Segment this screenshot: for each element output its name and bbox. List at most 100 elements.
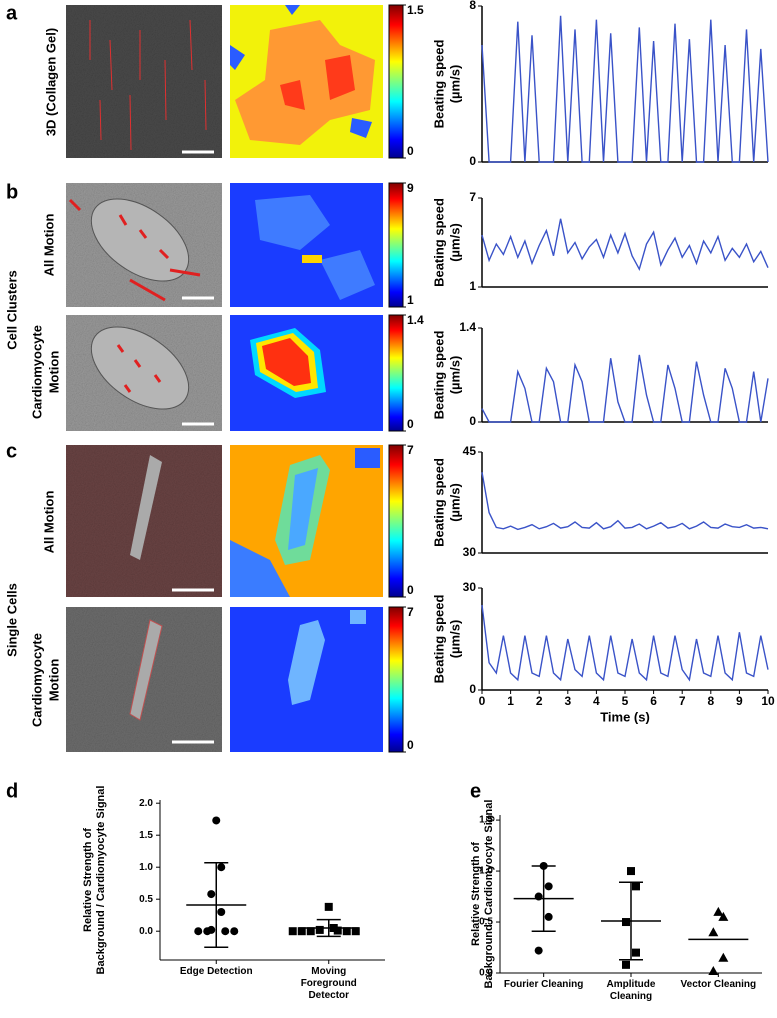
error-bar xyxy=(531,865,556,932)
y-axis-title: Background / Cardiomyocyte Signal xyxy=(483,800,495,989)
data-point xyxy=(306,927,315,936)
category-label: Edge Detection xyxy=(179,966,253,977)
microscopy-image xyxy=(66,183,222,431)
error-bar xyxy=(204,861,229,948)
y-tick-label: 1.0 xyxy=(479,866,493,877)
colorbar-label: 7 xyxy=(407,605,414,619)
data-line xyxy=(481,354,769,423)
data-point xyxy=(632,948,640,957)
data-point xyxy=(622,960,630,969)
y-axis-title: Background / Cardiomyocyte Signal xyxy=(95,786,107,975)
colorbar xyxy=(388,314,404,432)
x-tick-label: 8 xyxy=(707,694,714,708)
data-point xyxy=(627,867,635,876)
y-axis-title: (µm/s) xyxy=(447,620,462,659)
heatmap xyxy=(230,5,383,158)
data-point xyxy=(217,863,226,872)
x-tick-label: 4 xyxy=(593,694,600,708)
data-point xyxy=(203,927,212,936)
colorbar-label: 0 xyxy=(407,144,414,158)
x-axis-title: Time (s) xyxy=(600,709,650,724)
y-axis-title: Beating speed xyxy=(431,331,446,420)
data-point xyxy=(217,908,226,916)
y-axis-title: Relative Strength of xyxy=(82,828,94,932)
category-label: Moving Foreground Detector xyxy=(300,966,357,1001)
panel-letter: a xyxy=(6,2,18,24)
x-tick-label: Edge Detection xyxy=(179,966,253,977)
panel-letter: d xyxy=(6,780,18,802)
heatmap xyxy=(230,445,383,752)
data-line xyxy=(481,218,769,272)
data-point xyxy=(544,882,553,891)
row-label: Motion xyxy=(46,659,61,702)
x-tick-label: Fourier Cleaning xyxy=(504,979,583,990)
data-point xyxy=(351,927,360,936)
row-label: Cell Clusters xyxy=(4,270,19,349)
data-point xyxy=(534,946,543,955)
colorbar-label: 9 xyxy=(407,181,414,195)
row-label: Motion xyxy=(46,351,61,394)
x-tick-label: 9 xyxy=(736,694,743,708)
data-point xyxy=(718,952,729,962)
data-point xyxy=(194,927,203,936)
data-line xyxy=(481,472,769,531)
colorbar xyxy=(388,606,404,753)
colorbar-label: 1.5 xyxy=(407,3,424,17)
y-tick-label: 8 xyxy=(469,0,476,12)
microscopy-image xyxy=(66,5,222,158)
colorbar-label: 0 xyxy=(407,738,414,752)
x-tick-label: 10 xyxy=(761,694,775,708)
data-point xyxy=(544,912,553,921)
y-axis-title: Beating speed xyxy=(431,595,446,684)
x-tick-label: Moving Foreground Detector xyxy=(300,966,357,1001)
colorbar-label: 0 xyxy=(407,417,414,431)
data-line xyxy=(481,604,769,682)
colorbar xyxy=(388,4,404,159)
data-point xyxy=(297,927,306,936)
colorbar-label: 7 xyxy=(407,443,414,457)
panel-letter: e xyxy=(470,780,481,802)
row-label: Single Cells xyxy=(4,583,19,657)
panel-letter: b xyxy=(6,181,18,203)
row-label: All Motion xyxy=(41,491,56,554)
data-point xyxy=(534,892,543,901)
y-tick-label: 0 xyxy=(469,682,476,696)
data-point xyxy=(622,918,630,927)
error-bar xyxy=(316,918,341,938)
data-point xyxy=(708,927,719,937)
y-tick-label: 0 xyxy=(469,414,476,428)
error-bar xyxy=(619,881,643,961)
y-tick-label: 30 xyxy=(463,545,477,559)
row-label: 3D (Collagen Gel) xyxy=(43,28,58,136)
y-tick-label: 0.5 xyxy=(139,894,153,905)
y-axis-title: (µm/s) xyxy=(447,356,462,395)
y-tick-label: 0.0 xyxy=(139,926,153,937)
x-tick-label: 1 xyxy=(507,694,514,708)
data-point xyxy=(207,890,216,899)
x-tick-label: Amplitude Cleaning xyxy=(606,979,656,1002)
y-tick-label: 7 xyxy=(469,190,476,204)
y-axis-title: Beating speed xyxy=(431,40,446,129)
row-label: All Motion xyxy=(41,214,56,277)
y-axis-title: (µm/s) xyxy=(447,483,462,522)
colorbar xyxy=(388,182,404,308)
y-axis-title: (µm/s) xyxy=(447,223,462,262)
colorbar xyxy=(388,444,404,598)
category-label: Amplitude Cleaning xyxy=(606,979,656,1002)
y-tick-label: 0 xyxy=(469,154,476,168)
data-point xyxy=(221,927,230,936)
data-point xyxy=(718,911,729,921)
y-tick-label: 1.4 xyxy=(459,320,476,334)
x-tick-label: 7 xyxy=(679,694,686,708)
row-label: Cardiomyocyte xyxy=(29,325,44,419)
data-point xyxy=(324,902,333,911)
x-tick-label: 3 xyxy=(564,694,571,708)
y-tick-label: 1 xyxy=(469,279,476,293)
row-label: Cardiomyocyte xyxy=(29,633,44,727)
data-point xyxy=(708,965,719,975)
y-tick-label: 1.5 xyxy=(479,815,493,826)
colorbar-label: 1.4 xyxy=(407,313,424,327)
y-tick-label: 1.0 xyxy=(139,862,153,873)
panel-letter: c xyxy=(6,440,17,462)
